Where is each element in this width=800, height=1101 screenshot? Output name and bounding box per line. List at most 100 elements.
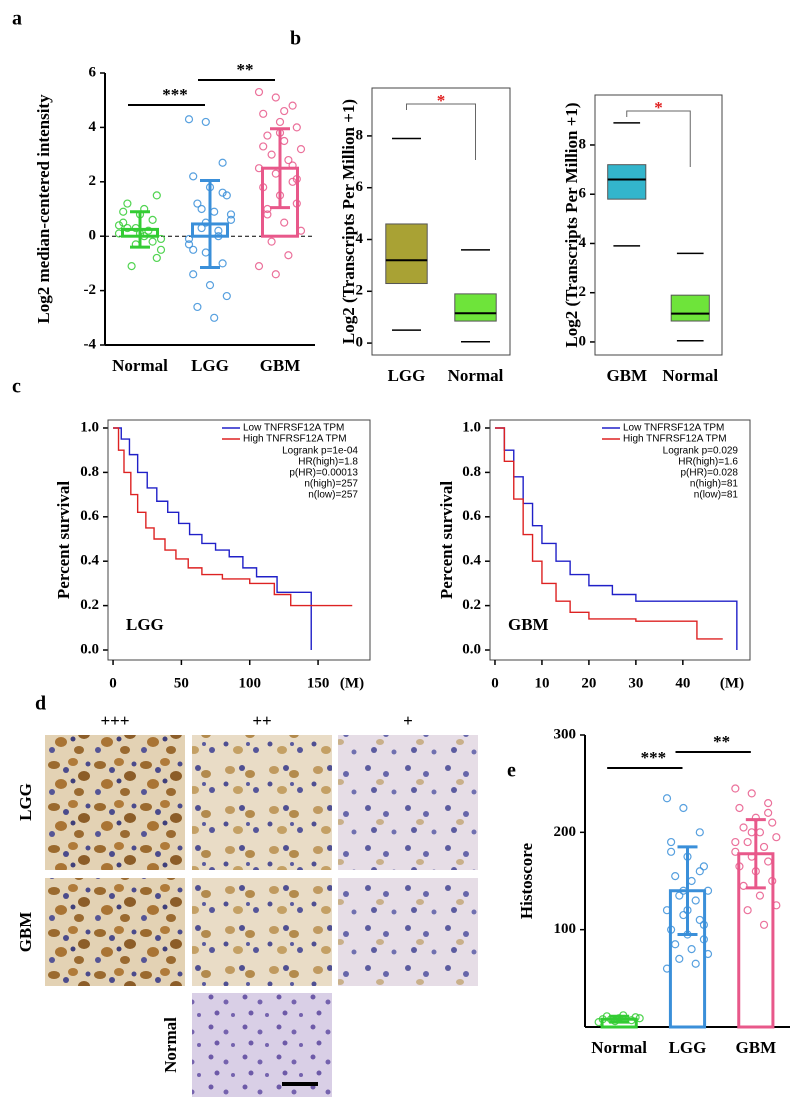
data-point [739, 823, 748, 832]
data-point [631, 1013, 640, 1022]
data-point [205, 281, 215, 290]
y-tick-label: 0 [89, 228, 97, 244]
data-point [768, 818, 777, 827]
data-point [284, 251, 293, 260]
x-tick-label: LGG [669, 1038, 707, 1057]
data-point [292, 199, 301, 208]
data-point [222, 291, 231, 301]
data-point [123, 199, 132, 208]
data-point [695, 867, 704, 876]
data-point [666, 847, 676, 856]
x-tick-label: LGG [191, 356, 229, 375]
y-tick-label: 2 [356, 283, 364, 299]
data-point [739, 881, 748, 890]
data-point [267, 237, 276, 246]
data-point [699, 920, 709, 929]
panel-label: b [290, 28, 301, 50]
ihc-image [45, 735, 185, 870]
data-point [267, 150, 276, 159]
x-axis-label: (M) [340, 675, 364, 691]
data-point [747, 789, 756, 798]
x-tick-label: 20 [581, 675, 596, 691]
data-point [189, 270, 198, 279]
data-point [743, 906, 752, 915]
plot-frame [107, 419, 371, 661]
significance-label: *** [641, 748, 667, 767]
data-point [703, 949, 713, 959]
significance-label: *** [162, 85, 188, 104]
legend-label: High TNFRSF12A TPM [623, 434, 727, 445]
data-point [699, 862, 709, 871]
y-tick-label: -4 [84, 336, 97, 352]
y-tick-label: 4 [89, 119, 97, 135]
data-point [764, 799, 773, 808]
data-point [764, 808, 773, 817]
x-tick-label: LGG [388, 366, 426, 385]
y-tick-label: 0.6 [80, 508, 99, 524]
data-point [119, 207, 128, 216]
data-point [226, 215, 236, 224]
ihc-grid: +++ ++ + LGG GBM Normal [16, 711, 478, 1097]
x-tick-label: 10 [534, 675, 549, 691]
y-tick-label: 0.2 [80, 597, 99, 613]
y-axis-label: Log2 (Transcripts Per Million +1) [562, 102, 581, 347]
y-tick-label: 0.8 [80, 464, 99, 480]
data-point [695, 828, 704, 837]
x-tick-label: 0 [491, 675, 499, 691]
ihc-image [338, 735, 478, 870]
panel-label: c [12, 376, 21, 398]
stat-label: HR(high)=1.6 [678, 457, 738, 468]
data-point [114, 221, 124, 230]
data-point [666, 925, 676, 934]
stat-label: Logrank p=0.029 [663, 446, 739, 457]
stat-label: Logrank p=1e-04 [282, 446, 358, 457]
data-point [218, 158, 227, 167]
ihc-image [192, 993, 332, 1097]
stat-label: p(HR)=0.028 [680, 468, 738, 479]
y-axis-label: Percent survival [54, 481, 73, 599]
panel-label: d [35, 693, 46, 715]
data-point [675, 891, 684, 900]
data-point [296, 145, 306, 154]
data-point [759, 920, 769, 929]
y-tick-label: 1.0 [462, 419, 481, 435]
y-tick-label: 100 [554, 921, 577, 937]
data-point [197, 223, 206, 233]
data-point [772, 901, 781, 910]
survival-line [113, 427, 312, 651]
data-point [263, 210, 272, 219]
stat-label: n(low)=81 [694, 490, 739, 501]
y-tick-label: 2 [579, 284, 587, 300]
legend-label: High TNFRSF12A TPM [243, 434, 347, 445]
data-point [214, 226, 223, 235]
data-point [679, 803, 688, 813]
data-point [184, 240, 194, 249]
data-point [271, 93, 280, 102]
box [670, 294, 710, 322]
y-tick-label: 200 [554, 824, 577, 840]
significance-label: ** [713, 732, 730, 751]
data-point [687, 945, 696, 954]
panel-label: e [507, 760, 516, 782]
data-point [747, 828, 756, 837]
column-label: +++ [100, 711, 129, 730]
data-point [119, 218, 128, 227]
y-axis-label: Log2 median-centered intensity [34, 94, 53, 324]
stat-label: n(low)=257 [308, 490, 358, 501]
y-axis-label: Log2 (Transcripts Per Million +1) [339, 99, 358, 344]
data-point [755, 891, 765, 900]
data-point [275, 117, 285, 127]
data-point [271, 270, 280, 279]
x-tick-label: 100 [238, 675, 261, 691]
data-point [635, 1014, 644, 1023]
data-point [226, 210, 236, 219]
data-point [703, 886, 713, 895]
y-tick-label: 1.0 [80, 419, 99, 435]
y-tick-label: 4 [356, 231, 364, 247]
y-tick-label: 2 [89, 173, 97, 189]
data-point [259, 183, 268, 192]
y-tick-label: 0.4 [462, 553, 481, 569]
y-tick-label: 0 [356, 335, 364, 351]
data-point [210, 207, 219, 216]
